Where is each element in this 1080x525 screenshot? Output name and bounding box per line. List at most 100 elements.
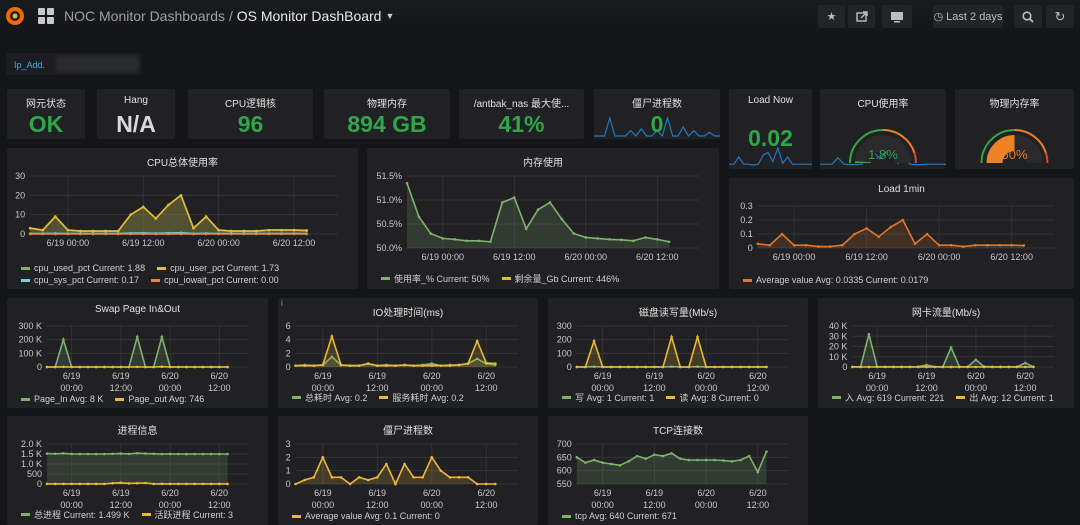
- panel-title[interactable]: 物理内存: [367, 99, 407, 110]
- data-point: [653, 453, 656, 456]
- data-point: [78, 452, 82, 456]
- x-tick-label: 6/20 12:00: [636, 252, 679, 262]
- data-point: [201, 452, 205, 456]
- panel-title[interactable]: CPU逻辑核: [224, 99, 277, 110]
- x-tick-label: 6/19 12:00: [366, 371, 389, 393]
- tv-mode-button[interactable]: [882, 5, 912, 28]
- data-point: [865, 227, 868, 230]
- share-button[interactable]: [848, 5, 875, 28]
- panel-title[interactable]: 内存使用: [523, 158, 563, 169]
- y-tick-label: 30: [15, 171, 25, 181]
- panel-title[interactable]: Load 1min: [878, 184, 925, 195]
- legend-item[interactable]: 总进程 Current: 1.499 K: [21, 508, 130, 521]
- legend-item[interactable]: Page_In Avg: 8 K: [21, 394, 103, 404]
- y-tick-label: 0.3: [740, 201, 753, 211]
- legend-item[interactable]: 入 Avg: 619 Current: 221: [832, 391, 944, 404]
- cpu-total-chart[interactable]: 0 10 20 30 6/19 00:00 6/19 12:00 6/20 00:00 6/2…: [7, 170, 358, 289]
- io-time-chart[interactable]: 0 2 4 6 6/19 00:00 6/19 12:00 6/20 00:00 6/20 12:00: [278, 320, 538, 408]
- legend-item[interactable]: 剩余量_Gb Current: 446%: [501, 272, 619, 285]
- panel-title[interactable]: 网元状态: [26, 99, 66, 110]
- network-chart[interactable]: 010 K20 K30 K40 K 6/19 00:00 6/19 12:00 6/20 0…: [818, 320, 1074, 408]
- data-point: [167, 232, 170, 236]
- data-point: [575, 456, 579, 459]
- zombie-chart[interactable]: 0 1 2 3 6/19 00:00 6/19 12:00 6/20 00:00 6/20 12:00: [278, 438, 538, 525]
- star-button[interactable]: ★: [818, 5, 845, 28]
- legend-item[interactable]: 读 Avg: 8 Current: 0: [666, 391, 759, 404]
- legend-item[interactable]: 服务耗时 Avg: 0.2: [379, 391, 464, 404]
- panel-title[interactable]: /antbak_nas 最大使...: [473, 99, 570, 110]
- legend-item[interactable]: 出 Avg: 12 Current: 1: [956, 391, 1054, 404]
- load-1min-chart[interactable]: 0 0.1 0.2 0.3 6/19 00:00 6/19 12:00 6/20 00:00…: [729, 200, 1074, 289]
- data-point: [116, 232, 120, 236]
- legend-item[interactable]: 使用率_% Current: 50%: [381, 272, 490, 285]
- dashboards-grid-icon[interactable]: [38, 8, 54, 24]
- disk-io-chart[interactable]: 0 100 200 300 6/19 00:00 6/19 12:00 6/20 00:00 6/2…: [548, 320, 808, 408]
- gauge-threshold-orange: [882, 129, 916, 154]
- panel-title[interactable]: 物理内存率: [989, 99, 1040, 110]
- x-tick-label: 6/19 12:00: [110, 488, 133, 510]
- y-tick-label: 1.5 K: [21, 449, 42, 459]
- legend-item[interactable]: cpu_user_pct Current: 1.73: [157, 263, 279, 273]
- data-point: [154, 232, 158, 236]
- breadcrumb[interactable]: NOC Monitor Dashboards / OS Monitor Dash…: [64, 8, 394, 24]
- panel-title[interactable]: 僵尸进程数: [383, 426, 433, 437]
- legend-item[interactable]: 写 Avg: 1 Current: 1: [562, 391, 654, 404]
- legend-item[interactable]: cpu_sys_pct Current: 0.17: [21, 275, 139, 285]
- data-point: [41, 232, 45, 236]
- swap-chart[interactable]: 0 100 K 200 K 300 K 6/19 00:00 6/19 12:00 6/20 00…: [7, 320, 268, 408]
- panel-title[interactable]: 僵尸进程数: [632, 99, 682, 110]
- x-tick-label: 6/19 00:00: [773, 252, 816, 262]
- data-point: [255, 232, 258, 236]
- time-range-picker[interactable]: ◷ Last 2 days: [933, 5, 1003, 28]
- data-point: [667, 240, 671, 244]
- panel-title[interactable]: IO处理时间(ms): [372, 308, 444, 319]
- caret-down-icon[interactable]: ▼: [385, 11, 395, 21]
- data-point: [217, 228, 220, 232]
- y-tick-label: 100 K: [18, 348, 42, 358]
- ip-variable-select[interactable]: [56, 55, 140, 73]
- dashboard-title[interactable]: OS Monitor DashBoard: [236, 8, 382, 24]
- legend-item[interactable]: cpu_used_pct Current: 1.88: [21, 263, 145, 273]
- panel-title[interactable]: 网卡流量(Mb/s): [911, 308, 981, 319]
- panel-title[interactable]: 进程信息: [117, 426, 158, 437]
- tcp-chart[interactable]: 550 600 650 700 6/19 00:00 6/19 12:00 6/20 00:00 6…: [548, 438, 808, 525]
- data-point: [596, 237, 599, 240]
- panel-title[interactable]: CPU总体使用率: [146, 158, 219, 169]
- legend-item[interactable]: tcp Avg: 640 Current: 671: [562, 511, 677, 521]
- legend-item[interactable]: Average value Avg: 0.1 Current: 0: [292, 511, 440, 521]
- grafana-logo-icon[interactable]: [4, 5, 26, 27]
- panel-title[interactable]: 磁盘读写量(Mb/s): [638, 308, 718, 319]
- legend-item[interactable]: 总耗时 Avg: 0.2: [292, 391, 367, 404]
- series-area: [295, 336, 496, 367]
- refresh-button[interactable]: ↻: [1046, 5, 1074, 28]
- legend-item[interactable]: Average value Avg: 0.0335 Current: 0.017…: [743, 275, 928, 285]
- data-point: [722, 459, 725, 462]
- x-tick-label: 6/20 00:00: [695, 488, 718, 510]
- breadcrumb-folder[interactable]: NOC Monitor Dashboards: [64, 8, 226, 24]
- data-point: [457, 476, 461, 479]
- monitor-icon: [891, 11, 903, 22]
- data-point: [86, 482, 90, 486]
- data-point: [79, 229, 82, 233]
- zoom-out-button[interactable]: [1014, 5, 1042, 28]
- legend-item[interactable]: cpu_iowait_pct Current: 0.00: [151, 275, 279, 285]
- info-icon[interactable]: i: [281, 299, 283, 308]
- data-point: [294, 364, 297, 367]
- panel-title[interactable]: TCP连接数: [653, 426, 703, 437]
- data-point: [635, 365, 639, 369]
- data-point: [204, 232, 208, 236]
- legend-item[interactable]: 活跃进程 Current: 3: [141, 508, 233, 521]
- panel-title[interactable]: Load Now: [747, 95, 794, 106]
- panel-title[interactable]: Hang: [124, 95, 148, 106]
- data-point: [575, 365, 579, 369]
- panel-title[interactable]: Swap Page In&Out: [94, 304, 181, 315]
- legend-text: 出 Avg: 12 Current: 1: [969, 393, 1054, 403]
- legend-item[interactable]: Page_out Avg: 746: [115, 394, 204, 404]
- stat-value: 0.02: [748, 125, 793, 151]
- series-area: [757, 220, 1024, 248]
- panel-title[interactable]: CPU使用率: [857, 99, 909, 110]
- data-point: [111, 365, 114, 369]
- memory-chart[interactable]: 50.0% 50.5% 51.0% 51.5% 6/19 00:00 6/19 12:00…: [367, 170, 719, 289]
- x-tick-label: 6/20 12:00: [1014, 371, 1037, 393]
